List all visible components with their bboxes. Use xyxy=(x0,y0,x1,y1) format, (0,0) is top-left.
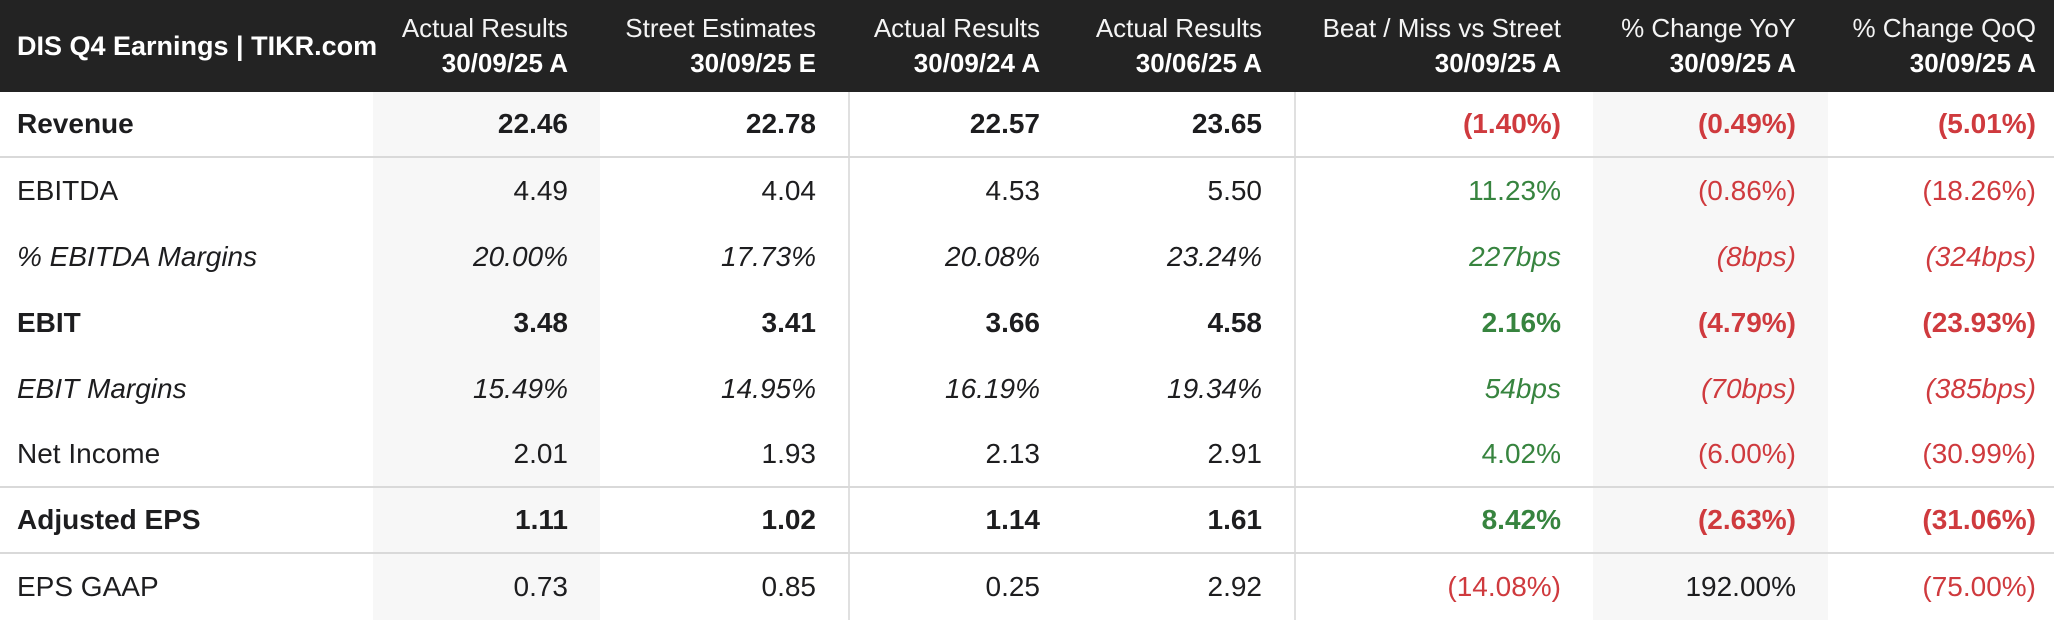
cell-change-qoq: (18.26%) xyxy=(1922,175,2036,206)
cell-change-qoq: (30.99%) xyxy=(1922,438,2036,469)
cell-actual-prior-quarter: 1.61 xyxy=(1207,504,1263,535)
cell-actual-prior-quarter: 19.34% xyxy=(1167,373,1262,404)
cell-change-yoy: (0.49%) xyxy=(1593,92,1828,156)
cell-beat-miss: 2.16% xyxy=(1294,290,1593,356)
cell-change-qoq: (31.06%) xyxy=(1922,504,2036,535)
cell-actual-current: 20.00% xyxy=(373,224,600,290)
cell-actual-prior-year: 22.57 xyxy=(848,92,1072,156)
cell-beat-miss: (1.40%) xyxy=(1294,92,1593,156)
cell-actual-prior-quarter: 2.92 xyxy=(1207,571,1263,602)
header-label: % Change QoQ xyxy=(1852,13,2036,43)
cell-change-qoq: (75.00%) xyxy=(1922,571,2036,602)
cell-change-yoy: 192.00% xyxy=(1593,554,1828,620)
row-label: Net Income xyxy=(17,438,161,469)
header-label: Actual Results xyxy=(401,13,568,43)
table-title: DIS Q4 Earnings | TIKR.com xyxy=(17,30,378,61)
header-actual-results-prior-year: Actual Results 30/09/24 A xyxy=(848,0,1072,92)
cell-street-estimate: 3.41 xyxy=(761,307,817,338)
cell-change-qoq: (23.93%) xyxy=(1922,307,2036,338)
cell-street-estimate: 1.93 xyxy=(761,438,817,469)
header-actual-results-current: Actual Results 30/09/25 A xyxy=(373,0,600,92)
row-label: EBIT Margins xyxy=(17,373,187,404)
cell-actual-prior-quarter: 5.50 xyxy=(1207,175,1263,206)
table-row: EBITDA 4.49 4.04 4.53 5.50 11.23% (0.86%… xyxy=(0,158,2054,224)
cell-actual-current: 15.49% xyxy=(373,356,600,422)
row-label: Adjusted EPS xyxy=(17,504,201,535)
cell-street-estimate: 14.95% xyxy=(721,373,816,404)
table-row: Net Income 2.01 1.93 2.13 2.91 4.02% (6.… xyxy=(0,422,2054,488)
cell-actual-prior-year: 0.25 xyxy=(848,554,1072,620)
cell-change-yoy: (6.00%) xyxy=(1593,422,1828,486)
cell-actual-current: 22.46 xyxy=(373,92,600,156)
cell-change-qoq: (5.01%) xyxy=(1937,108,2036,139)
header-actual-results-prior-quarter: Actual Results 30/06/25 A xyxy=(1072,0,1294,92)
row-label: % EBITDA Margins xyxy=(17,241,258,272)
cell-change-yoy: (4.79%) xyxy=(1593,290,1828,356)
cell-actual-prior-year: 16.19% xyxy=(848,356,1072,422)
header-change-yoy: % Change YoY 30/09/25 A xyxy=(1593,0,1828,92)
header-beat-miss: Beat / Miss vs Street 30/09/25 A xyxy=(1294,0,1593,92)
cell-actual-current: 2.01 xyxy=(373,422,600,486)
header-date: 30/06/25 A xyxy=(1135,48,1262,78)
cell-actual-current: 3.48 xyxy=(373,290,600,356)
cell-actual-prior-year: 2.13 xyxy=(848,422,1072,486)
header-date: 30/09/24 A xyxy=(913,48,1040,78)
cell-actual-prior-year: 1.14 xyxy=(848,488,1072,552)
header-date: 30/09/25 A xyxy=(441,48,568,78)
header-date: 30/09/25 E xyxy=(690,48,816,78)
cell-change-yoy: (2.63%) xyxy=(1593,488,1828,552)
header-date: 30/09/25 A xyxy=(1434,48,1561,78)
header-label: Street Estimates xyxy=(625,13,816,43)
header-date: 30/09/25 A xyxy=(1909,48,2036,78)
table-row: EBIT Margins 15.49% 14.95% 16.19% 19.34%… xyxy=(0,356,2054,422)
cell-beat-miss: 227bps xyxy=(1294,224,1593,290)
cell-street-estimate: 0.85 xyxy=(761,571,817,602)
cell-street-estimate: 22.78 xyxy=(745,108,816,139)
row-label: EBIT xyxy=(17,307,81,338)
row-label: Revenue xyxy=(17,108,134,139)
cell-street-estimate: 17.73% xyxy=(721,241,816,272)
header-street-estimates: Street Estimates 30/09/25 E xyxy=(600,0,848,92)
header-label: % Change YoY xyxy=(1621,13,1796,43)
cell-change-qoq: (324bps) xyxy=(1925,241,2036,272)
cell-actual-current: 1.11 xyxy=(373,488,600,552)
cell-actual-prior-year: 3.66 xyxy=(848,290,1072,356)
cell-actual-prior-year: 4.53 xyxy=(848,158,1072,224)
table-header-row: DIS Q4 Earnings | TIKR.com Actual Result… xyxy=(0,0,2054,92)
header-date: 30/09/25 A xyxy=(1669,48,1796,78)
cell-actual-current: 0.73 xyxy=(373,554,600,620)
cell-change-yoy: (8bps) xyxy=(1593,224,1828,290)
cell-beat-miss: 54bps xyxy=(1294,356,1593,422)
cell-change-yoy: (0.86%) xyxy=(1593,158,1828,224)
cell-beat-miss: (14.08%) xyxy=(1294,554,1593,620)
header-label: Actual Results xyxy=(873,13,1040,43)
cell-actual-prior-quarter: 23.24% xyxy=(1167,241,1262,272)
table-row: EPS GAAP 0.73 0.85 0.25 2.92 (14.08%) 19… xyxy=(0,554,2054,620)
table-row: Adjusted EPS 1.11 1.02 1.14 1.61 8.42% (… xyxy=(0,488,2054,554)
table-row: % EBITDA Margins 20.00% 17.73% 20.08% 23… xyxy=(0,224,2054,290)
table-row: Revenue 22.46 22.78 22.57 23.65 (1.40%) … xyxy=(0,92,2054,158)
cell-street-estimate: 1.02 xyxy=(761,504,817,535)
cell-actual-prior-quarter: 23.65 xyxy=(1191,108,1262,139)
row-label: EBITDA xyxy=(17,175,119,206)
cell-actual-prior-year: 20.08% xyxy=(848,224,1072,290)
header-change-qoq: % Change QoQ 30/09/25 A xyxy=(1828,0,2054,92)
cell-actual-current: 4.49 xyxy=(373,158,600,224)
cell-beat-miss: 8.42% xyxy=(1294,488,1593,552)
header-label: Actual Results xyxy=(1095,13,1262,43)
row-label: EPS GAAP xyxy=(17,571,159,602)
cell-actual-prior-quarter: 4.58 xyxy=(1207,307,1263,338)
cell-change-qoq: (385bps) xyxy=(1925,373,2036,404)
header-label: Beat / Miss vs Street xyxy=(1322,13,1561,43)
cell-actual-prior-quarter: 2.91 xyxy=(1207,438,1263,469)
cell-street-estimate: 4.04 xyxy=(761,175,817,206)
cell-beat-miss: 11.23% xyxy=(1294,158,1593,224)
table-row: EBIT 3.48 3.41 3.66 4.58 2.16% (4.79%) (… xyxy=(0,290,2054,356)
cell-change-yoy: (70bps) xyxy=(1593,356,1828,422)
cell-beat-miss: 4.02% xyxy=(1294,422,1593,486)
